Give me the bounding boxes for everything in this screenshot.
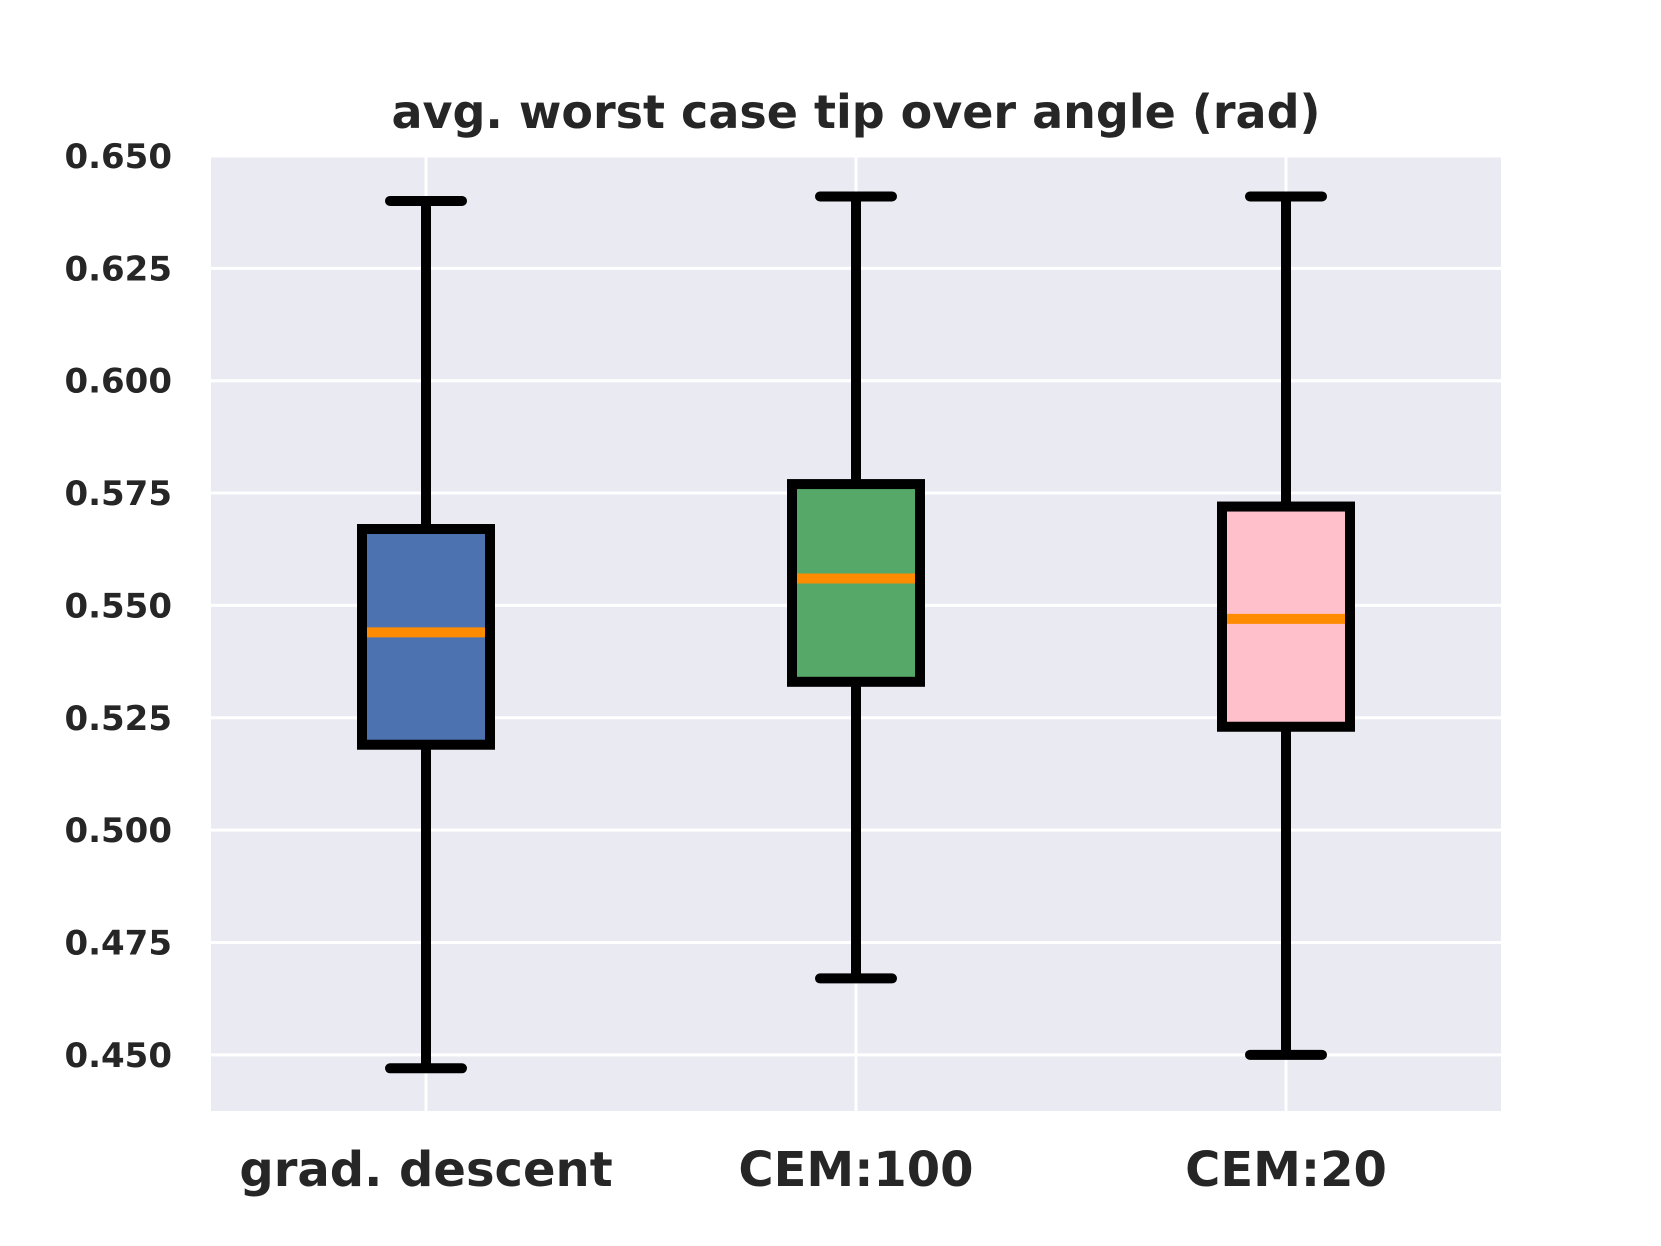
box-group	[357, 195, 495, 1074]
chart-title: avg. worst case tip over angle (rad)	[391, 85, 1320, 139]
y-tick-label: 0.525	[64, 699, 172, 739]
x-axis-ticks: grad. descent CEM:100 CEM:20	[239, 1142, 1387, 1198]
box-group	[1217, 191, 1355, 1060]
y-tick-label: 0.550	[64, 586, 172, 626]
box-group	[787, 191, 925, 984]
y-tick-label: 0.625	[64, 249, 172, 289]
x-tick-label: CEM:20	[1185, 1142, 1387, 1198]
y-axis-ticks: 0.650 0.625 0.600 0.575 0.550 0.525 0.500 0.475…	[64, 137, 172, 1076]
y-tick-label: 0.650	[64, 137, 172, 177]
boxes	[357, 191, 1355, 1074]
x-tick-label: grad. descent	[239, 1142, 612, 1198]
y-tick-label: 0.600	[64, 362, 172, 402]
y-tick-label: 0.575	[64, 474, 172, 514]
y-tick-label: 0.475	[64, 923, 172, 963]
y-tick-label: 0.500	[64, 811, 172, 851]
y-tick-label: 0.450	[64, 1036, 172, 1076]
x-tick-label: CEM:100	[738, 1142, 973, 1198]
